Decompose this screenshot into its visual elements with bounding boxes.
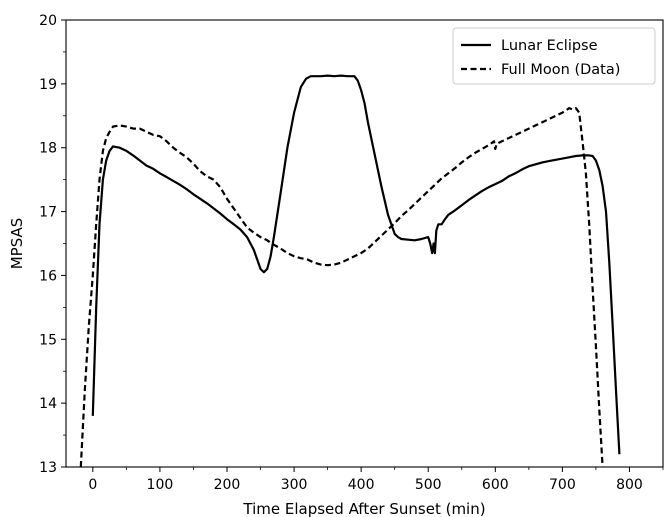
y-tick-label: 14 <box>39 396 57 412</box>
axes-frame <box>65 19 664 468</box>
x-tick-label: 200 <box>214 477 241 493</box>
x-tick-label: 300 <box>281 477 308 493</box>
y-axis-label: MPSAS <box>8 218 26 270</box>
x-tick-label: 500 <box>415 477 442 493</box>
series-line-2 <box>79 106 604 467</box>
series-line-1 <box>91 74 621 455</box>
x-tick-label: 700 <box>549 477 576 493</box>
y-tick-label: 20 <box>39 13 57 29</box>
y-tick-label: 18 <box>39 141 57 157</box>
y-tick-label: 15 <box>39 332 57 348</box>
x-tick-label: 0 <box>88 477 97 493</box>
x-tick-label: 800 <box>616 477 643 493</box>
legend: Lunar Eclipse Full Moon (Data) <box>452 27 656 85</box>
x-tick-label: 400 <box>348 477 375 493</box>
legend-label-1: Lunar Eclipse <box>501 38 598 54</box>
y-tick-label: 13 <box>39 460 57 476</box>
legend-box <box>452 27 656 85</box>
axes: 0 100 200 300 400 500 600 700 800 13 14 15 16 17 18 19 2… <box>8 13 664 517</box>
x-axis-label: Time Elapsed After Sunset (min) <box>242 500 485 517</box>
x-tick-label: 100 <box>147 477 174 493</box>
plot-area <box>79 74 621 467</box>
x-tick-label: 600 <box>482 477 509 493</box>
y-tick-label: 16 <box>39 268 57 284</box>
y-tick-label: 17 <box>39 205 57 221</box>
legend-label-2: Full Moon (Data) <box>501 62 620 78</box>
y-tick-label: 19 <box>39 77 57 93</box>
